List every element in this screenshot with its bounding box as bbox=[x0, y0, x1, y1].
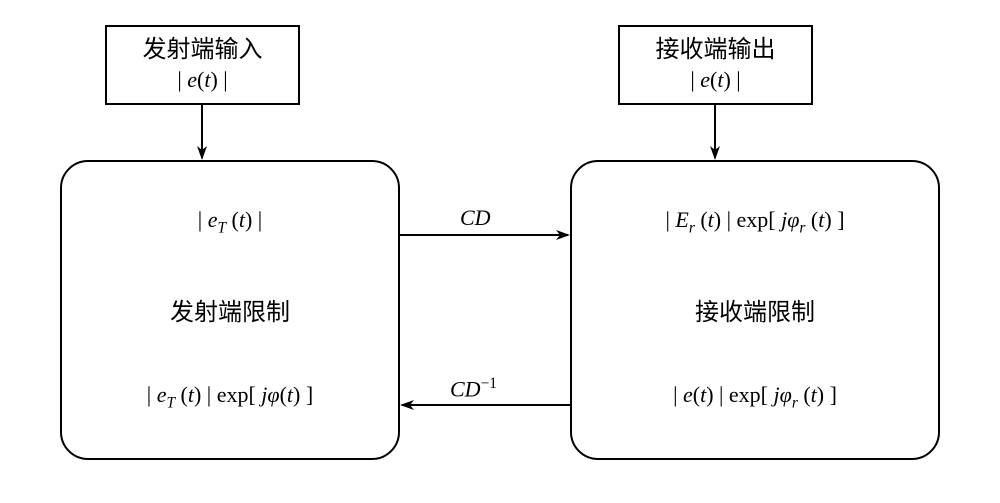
node-tx-input: 发射端输入 | e(t) | bbox=[105, 25, 300, 105]
node-rx-limit: | Er (t) | exp[ jφr (t) ] 接收端限制 | e(t) |… bbox=[570, 160, 940, 460]
tx-limit-title: 发射端限制 bbox=[170, 292, 290, 327]
node-rx-output: 接收端输出 | e(t) | bbox=[618, 25, 813, 105]
diagram-stage: 发射端输入 | e(t) | 接收端输出 | e(t) | | eT (t) |… bbox=[0, 0, 1000, 503]
rx-limit-title: 接收端限制 bbox=[695, 292, 815, 327]
tx-limit-eq1: | eT (t) | bbox=[198, 207, 262, 237]
edge-label-cd-inv: CD−1 bbox=[450, 375, 497, 402]
edge-label-cd: CD bbox=[460, 205, 491, 231]
rx-limit-eq1: | Er (t) | exp[ jφr (t) ] bbox=[665, 207, 844, 237]
tx-limit-eq2: | eT (t) | exp[ jφ(t) ] bbox=[147, 382, 313, 412]
rx-output-title: 接收端输出 bbox=[638, 35, 793, 66]
node-tx-limit: | eT (t) | 发射端限制 | eT (t) | exp[ jφ(t) ] bbox=[60, 160, 400, 460]
tx-input-title: 发射端输入 bbox=[125, 35, 280, 66]
tx-input-eq: | e(t) | bbox=[125, 66, 280, 95]
rx-output-eq: | e(t) | bbox=[638, 66, 793, 95]
rx-limit-eq2: | e(t) | exp[ jφr (t) ] bbox=[673, 382, 837, 412]
